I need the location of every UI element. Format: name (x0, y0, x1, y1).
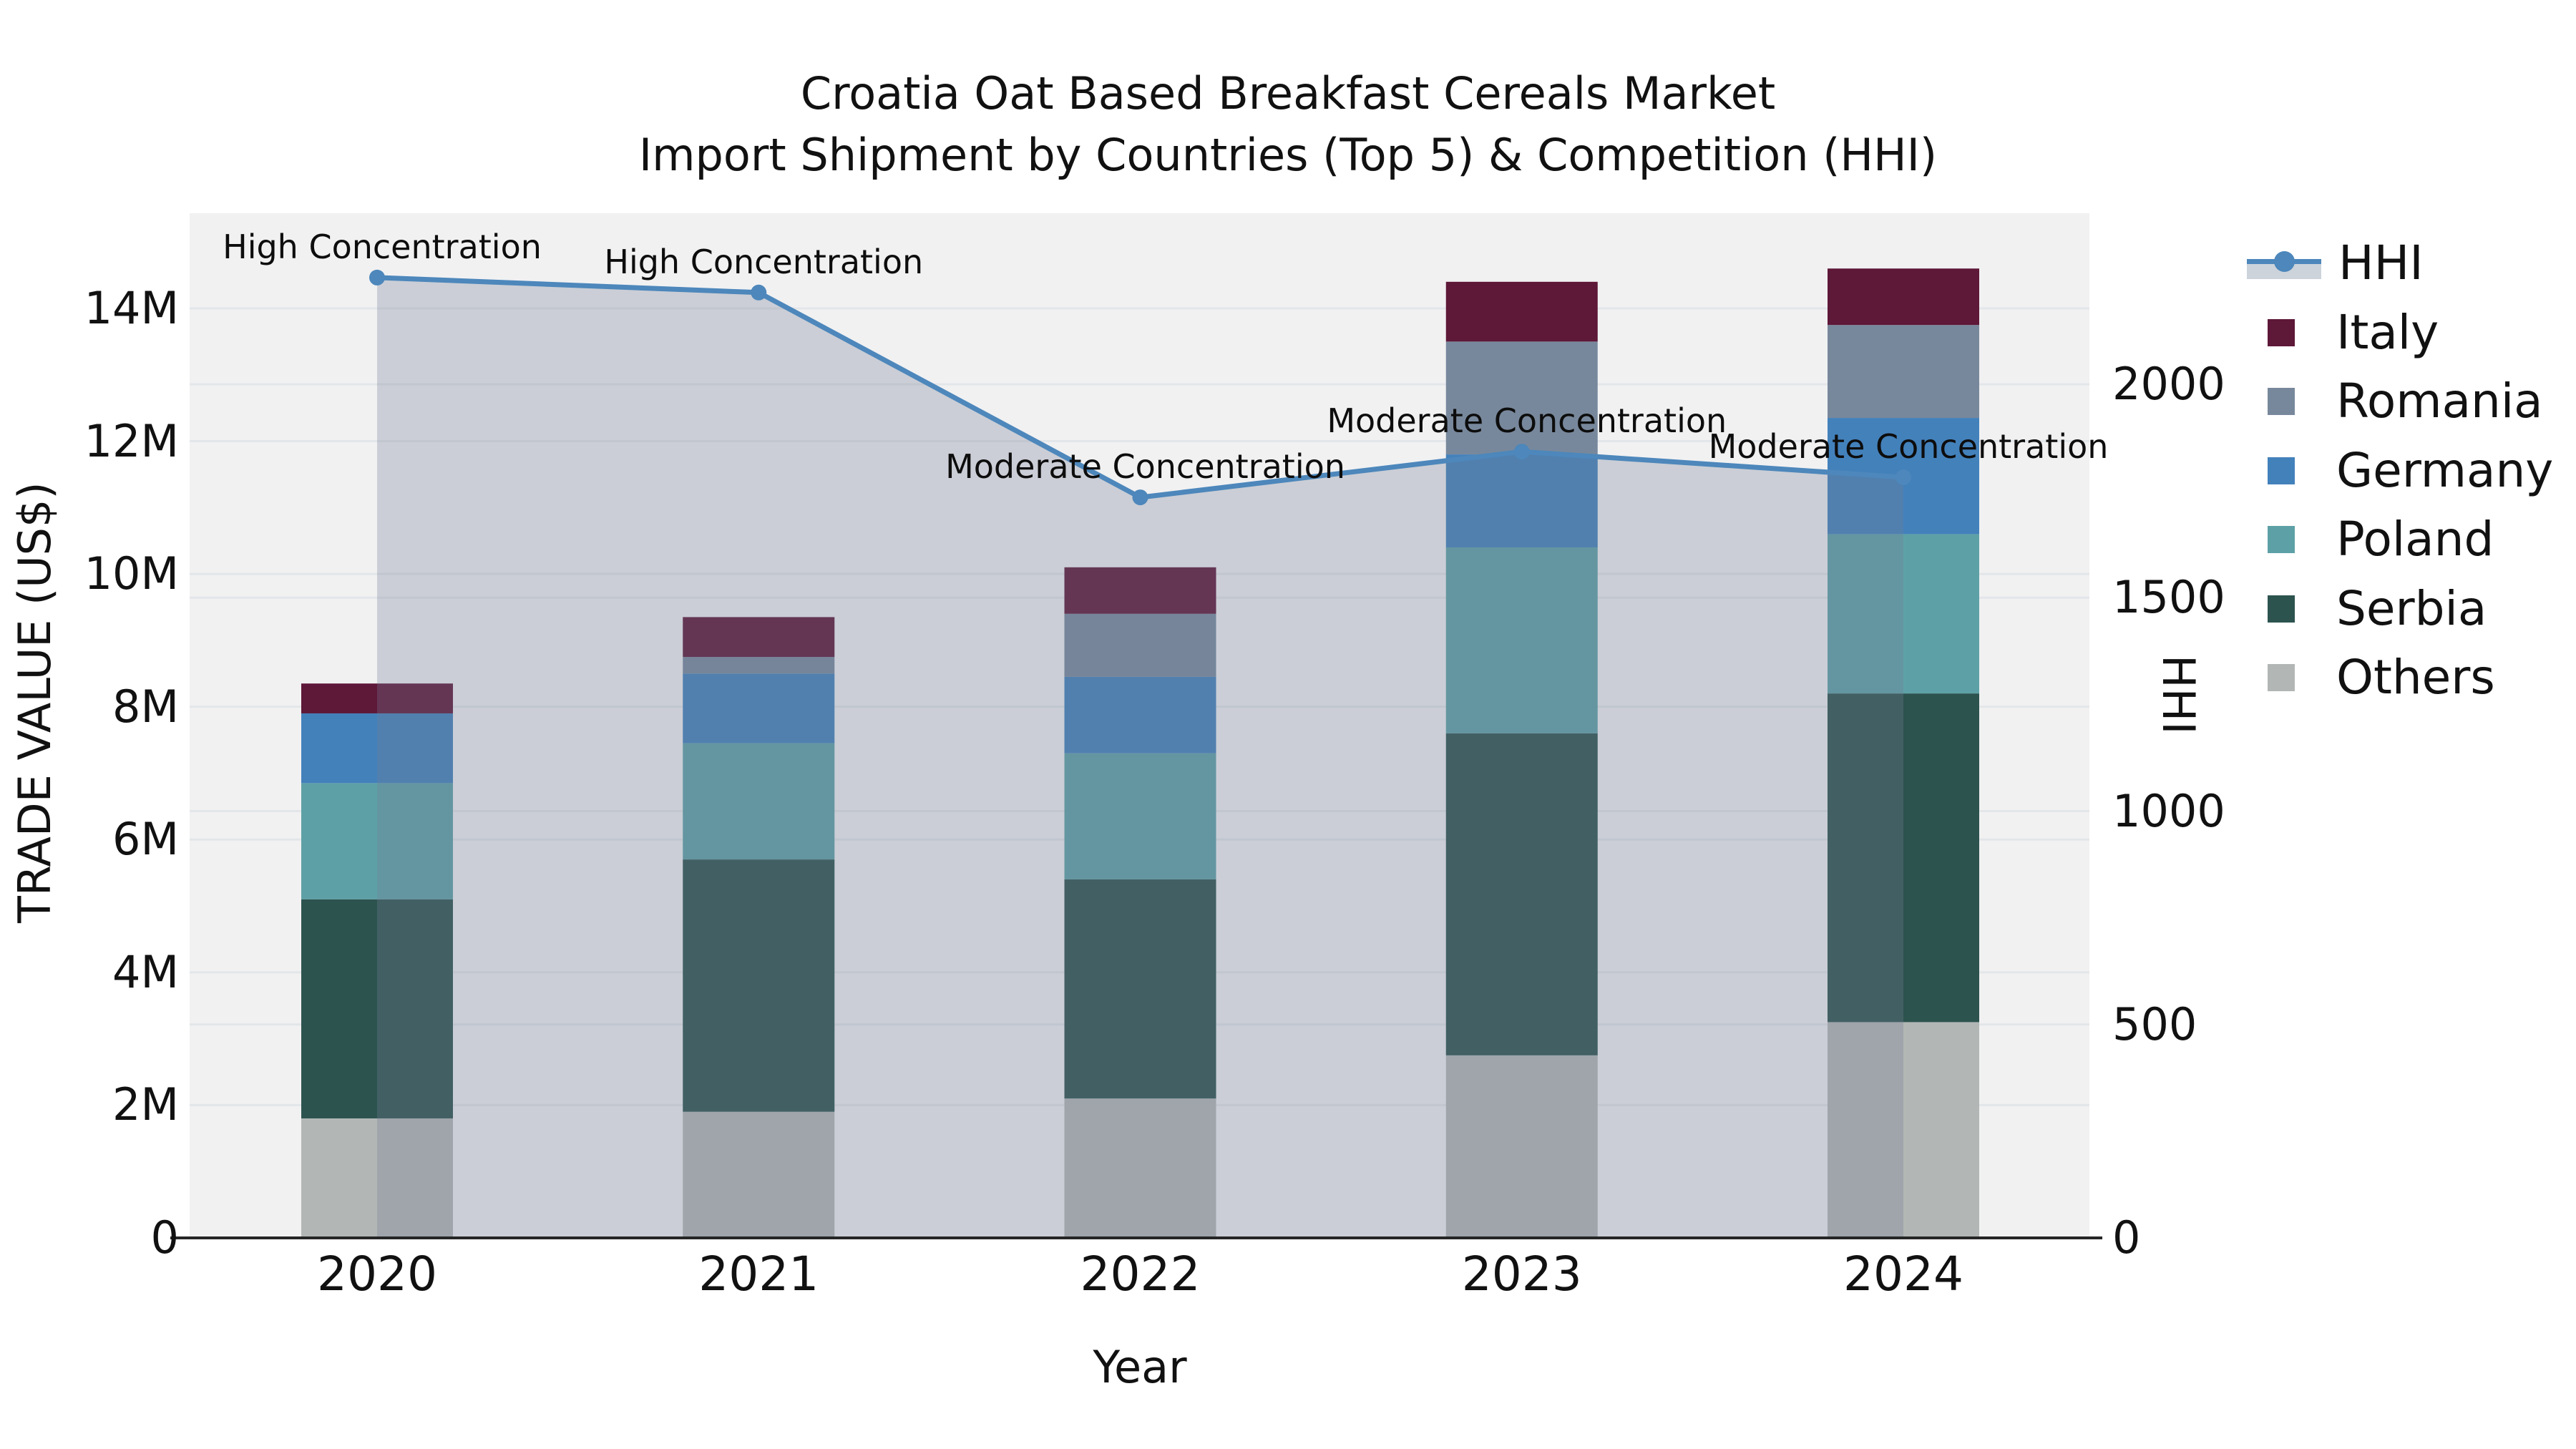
y-axis-right-title: HHI (2152, 655, 2205, 735)
bar-segment-serbia-2023 (1445, 733, 1598, 1055)
romania-swatch (2268, 388, 2295, 415)
y-left-tick-4M: 4M (112, 945, 179, 998)
legend-item-poland: Poland (2247, 505, 2494, 574)
bar-segment-others-2020 (301, 1118, 453, 1238)
serbia-swatch (2268, 595, 2295, 623)
bar-segment-romania-2023 (1445, 341, 1598, 455)
annotation-2020: High Concentration (223, 227, 542, 266)
y-right-tick-1500: 1500 (2112, 571, 2225, 624)
annotation-2023: Moderate Concentration (1327, 401, 1727, 441)
bar-segment-germany-2020 (301, 713, 453, 784)
legend-label-italy: Italy (2336, 304, 2439, 360)
bar-segment-poland-2020 (301, 783, 453, 899)
bar-segment-serbia-2024 (1828, 693, 1979, 1023)
bar-segment-germany-2021 (683, 673, 835, 743)
hhi-marker-2024 (1896, 469, 1911, 485)
y-right-tick-2000: 2000 (2112, 358, 2225, 410)
legend-label-hhi: HHI (2338, 235, 2424, 291)
bar-segment-italy-2023 (1445, 281, 1598, 342)
bar-segment-romania-2021 (683, 657, 835, 674)
chart-title-line1: Croatia Oat Based Breakfast Cereals Mark… (800, 67, 1776, 119)
hhi-marker-2023 (1513, 444, 1530, 460)
bar-segment-romania-2022 (1064, 613, 1216, 677)
bar-segment-others-2022 (1064, 1098, 1216, 1238)
bar-segment-poland-2023 (1445, 547, 1598, 733)
y-left-tick-10M: 10M (84, 547, 179, 600)
bar-segment-italy-2024 (1828, 268, 1979, 326)
y-left-tick-14M: 14M (84, 281, 179, 334)
others-swatch (2268, 664, 2295, 691)
hhi-marker-2021 (751, 284, 767, 301)
legend-item-italy: Italy (2247, 298, 2439, 367)
bar-segment-others-2024 (1828, 1022, 1979, 1238)
bar-segment-romania-2024 (1828, 325, 1979, 419)
hhi-marker-glyph (2274, 251, 2295, 272)
bar-segment-poland-2024 (1828, 534, 1979, 694)
y-left-tick-2M: 2M (112, 1078, 179, 1131)
annotation-2022: Moderate Concentration (945, 447, 1345, 487)
x-tick-2023: 2023 (1461, 1246, 1582, 1302)
annotation-2024: Moderate Concentration (1708, 427, 2109, 467)
legend-item-hhi: HHI (2247, 229, 2424, 298)
hhi-area-fill (377, 277, 1903, 1238)
legend-item-serbia: Serbia (2247, 575, 2487, 643)
legend-label-poland: Poland (2336, 512, 2494, 567)
bar-segment-serbia-2021 (683, 859, 835, 1112)
poland-swatch (2268, 526, 2295, 553)
bar-segment-germany-2022 (1064, 676, 1216, 753)
y-right-tick-0: 0 (2112, 1211, 2141, 1264)
y-left-tick-8M: 8M (112, 680, 179, 733)
germany-swatch (2268, 457, 2295, 484)
x-tick-2024: 2024 (1843, 1246, 1963, 1302)
bar-segment-poland-2021 (683, 743, 835, 860)
bar-segment-serbia-2020 (301, 899, 453, 1118)
bar-segment-germany-2023 (1445, 454, 1598, 547)
bar-segment-others-2023 (1445, 1055, 1598, 1238)
hhi-marker-2020 (369, 269, 385, 286)
bar-segment-italy-2021 (683, 617, 835, 658)
bar-segment-italy-2020 (301, 683, 453, 713)
x-tick-2021: 2021 (698, 1246, 819, 1302)
bar-segment-poland-2022 (1064, 753, 1216, 879)
bar-segment-others-2021 (683, 1111, 835, 1238)
y-left-tick-12M: 12M (84, 414, 179, 467)
bar-segment-italy-2022 (1064, 567, 1216, 614)
y-right-tick-1000: 1000 (2112, 784, 2225, 837)
italy-swatch (2268, 318, 2295, 346)
y-right-tick-500: 500 (2112, 997, 2197, 1050)
annotation-2021: High Concentration (604, 242, 924, 281)
legend-item-germany: Germany (2247, 436, 2553, 505)
chart-title-line2: Import Shipment by Countries (Top 5) & C… (638, 129, 1938, 181)
legend-label-serbia: Serbia (2336, 580, 2487, 636)
x-tick-2020: 2020 (317, 1246, 437, 1302)
legend-label-romania: Romania (2336, 374, 2543, 429)
legend-item-others: Others (2247, 643, 2495, 712)
legend-label-others: Others (2336, 650, 2495, 705)
legend-label-germany: Germany (2336, 442, 2554, 498)
y-left-tick-0: 0 (150, 1211, 179, 1264)
x-axis-title: Year (1093, 1341, 1187, 1393)
legend-item-romania: Romania (2247, 367, 2543, 436)
hhi-marker-2022 (1132, 489, 1148, 506)
hhi-line-swatch (2247, 242, 2321, 285)
y-left-tick-6M: 6M (112, 813, 179, 866)
bar-segment-serbia-2022 (1064, 879, 1216, 1099)
x-tick-2022: 2022 (1080, 1246, 1201, 1302)
